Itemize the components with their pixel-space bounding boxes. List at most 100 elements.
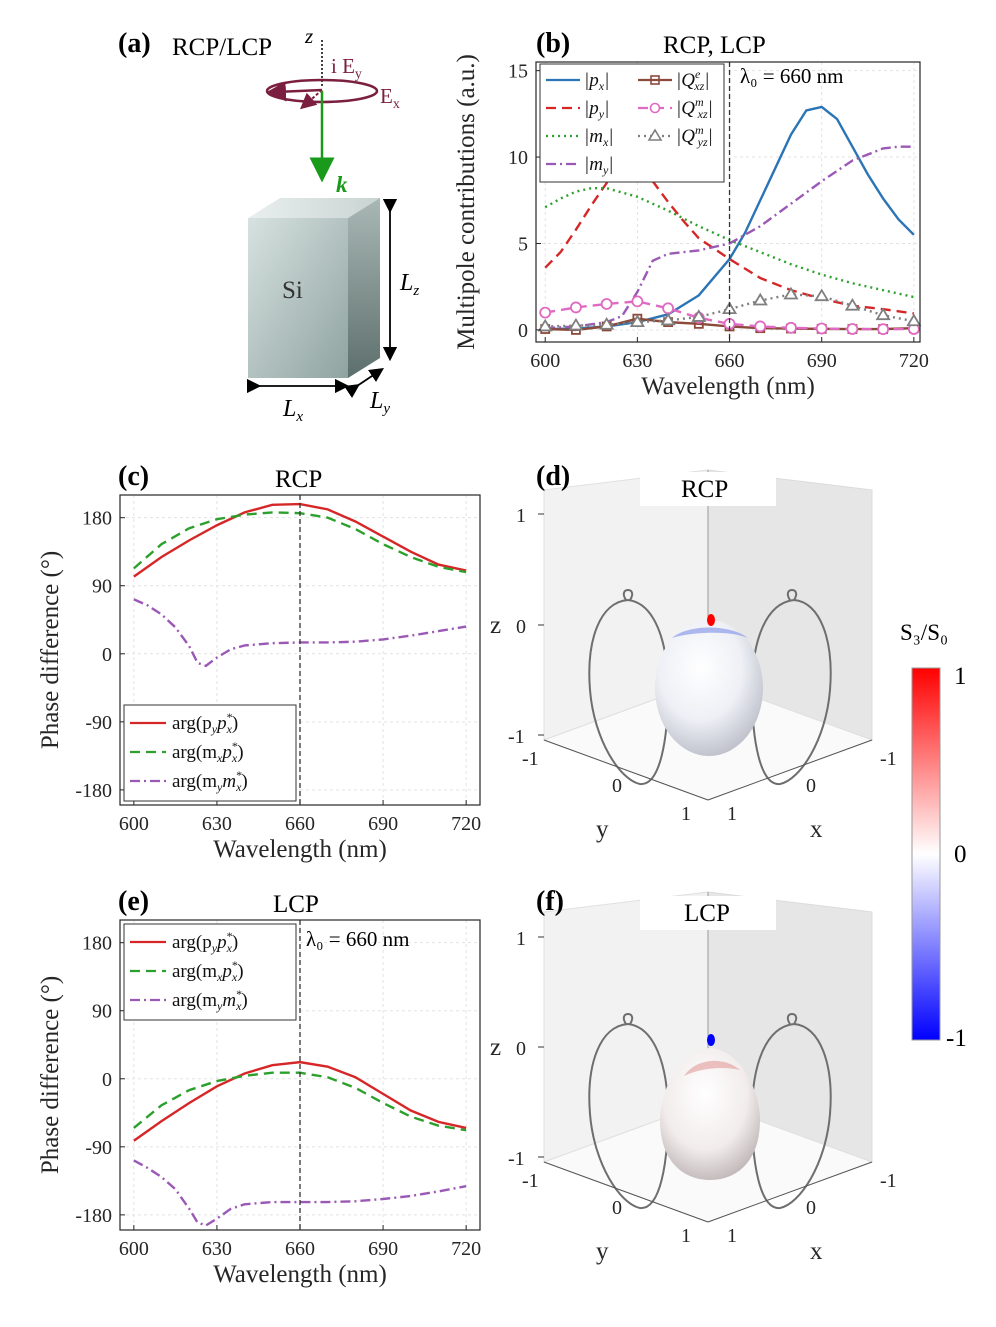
x-tick-label: 660: [285, 813, 315, 835]
y-tick-label-m1-f: -1: [522, 1170, 539, 1192]
x-tick-label: 720: [451, 1238, 481, 1260]
colorbar-gradient: [911, 667, 941, 1041]
colorbar: S₃/S₀ 1 0 -1: [900, 620, 967, 1052]
panel-f-label: (f): [536, 886, 564, 917]
k-label: k: [336, 172, 348, 197]
x-axis-edge: [707, 739, 873, 801]
y-tick-label-0: 0: [612, 775, 622, 797]
series-marker: [537, 318, 553, 332]
legend-label: arg(pyp* x): [172, 929, 238, 955]
y-tick-label: 180: [82, 508, 112, 530]
series-marker: [877, 323, 890, 336]
series-marker: [785, 321, 797, 334]
ly-label: Ly: [369, 388, 390, 417]
series-marker: [815, 322, 828, 335]
colorbar-tick-1: 1: [954, 663, 967, 690]
z-tick-label-m1-f: -1: [508, 1148, 525, 1170]
panel-c-label: (c): [118, 461, 149, 492]
y-tick-label-0-f: 0: [612, 1197, 622, 1219]
phase-chart-lcp: 600 630 660 690 720 180 90 0 -90 -180 Wavelength (…: [37, 919, 481, 1288]
panel-d-title: RCP: [681, 476, 728, 503]
z-tick-label-m1: -1: [508, 726, 525, 748]
colorbar-label: S₃/S₀: [900, 620, 948, 645]
x-tick-label: 690: [368, 1238, 398, 1260]
panel-e-label: (e): [118, 886, 149, 917]
x-axis-label: Wavelength (nm): [213, 1261, 387, 1288]
series-marker: [570, 301, 582, 314]
x-tick-label-1: 1: [727, 803, 737, 825]
series-marker: [752, 292, 768, 306]
panel-a: (a) RCP/LCP z i Ey Ex k Si Lz Lx Ly: [118, 24, 419, 425]
legend-marker: [649, 102, 661, 114]
projection-yz-lobe-f: [622, 1012, 634, 1025]
series-marker: [846, 323, 859, 335]
z-tick-label-0: 0: [516, 616, 526, 638]
si-block-side: [348, 198, 380, 378]
projection-xz-f: [750, 1022, 832, 1210]
x-tick-label-m1: -1: [880, 748, 897, 770]
series-marker: [631, 295, 644, 308]
panel-d: RCP (d) 1 0 -1 z -1 0 1 y -1 0 1 x: [490, 461, 897, 843]
panel-d-title-box: [640, 472, 776, 506]
colorbar-tick-0: 0: [954, 841, 967, 868]
series-line: [133, 1060, 467, 1142]
si-block-front: [248, 218, 348, 378]
y-axis-label: Phase difference (°): [37, 551, 64, 749]
x-tick-label: 630: [202, 1238, 232, 1260]
y-tick-label: 90: [92, 576, 112, 598]
legend-label: |mx|: [584, 126, 614, 149]
panel-d-label: (d): [536, 461, 570, 492]
z-axis-label: z: [304, 24, 313, 48]
z-axis-label-f: z: [490, 1034, 501, 1061]
panel-e-annotation: λ₀ = 660 nm: [306, 927, 409, 951]
radiation-pattern-rcp: [655, 620, 763, 756]
legend-label: |Qm xz|: [676, 95, 713, 121]
projection-yz-lobe: [622, 588, 634, 601]
y-axis-edge: [543, 739, 709, 801]
ey-vector: [299, 89, 323, 110]
y-axis-label: Multipole contributions (a.u.): [453, 54, 480, 350]
legend-label: |Qm yz|: [676, 123, 713, 149]
ex-vector: [266, 81, 323, 102]
legend-label: |px|: [584, 70, 609, 93]
x-tick-label: 690: [368, 813, 398, 835]
series-line: [133, 598, 467, 668]
x-tick-label: 630: [622, 350, 652, 372]
series-line: [133, 1159, 467, 1227]
panel-c: (c) RCP 600 630 660 690 720 180 90 0 -90 -180 Wave…: [37, 461, 481, 863]
x-tick-label-0-f: 0: [806, 1197, 816, 1219]
panel-a-title: RCP/LCP: [172, 34, 272, 61]
series-line: [545, 145, 914, 330]
si-block-top: [248, 198, 380, 218]
panel-f: LCP (f) 1 0 -1 z -1 0 1 y -1 0 1 x: [490, 886, 897, 1265]
panel-b-title: RCP, LCP: [663, 32, 766, 59]
y-tick-label: -180: [75, 1205, 112, 1227]
series-marker: [629, 314, 645, 328]
panel-f-title-box: [640, 896, 776, 930]
legend-label: arg(pyp* x): [172, 710, 238, 736]
series-marker: [691, 309, 707, 322]
series-marker: [599, 316, 615, 330]
x-tick-label: 660: [285, 1238, 315, 1260]
y-tick-label: 15: [508, 61, 528, 83]
x-axis-label-d: x: [810, 816, 823, 843]
z-tick-label-1: 1: [516, 505, 526, 527]
x-tick-label: 600: [530, 350, 560, 372]
si-label: Si: [282, 277, 303, 304]
ex-label: Ex: [380, 84, 400, 112]
y-tick-label: -90: [85, 1137, 112, 1159]
projection-yz: [588, 598, 670, 786]
series-marker: [662, 302, 674, 315]
series-marker: [844, 297, 861, 311]
x-tick-label: 600: [119, 813, 149, 835]
lz-label: Lz: [399, 270, 419, 299]
y-tick-label: 90: [92, 1001, 112, 1023]
panel-c-title: RCP: [275, 466, 322, 493]
legend-label: |my|: [584, 154, 614, 177]
series-marker: [600, 298, 613, 310]
legend-e: arg(pyp* x) arg(mxp* x) arg(mym* x): [123, 923, 297, 1021]
x-tick-label: 690: [807, 350, 837, 372]
x-tick-label-1-f: 1: [727, 1225, 737, 1247]
legend-label: arg(mym* x): [172, 987, 248, 1013]
